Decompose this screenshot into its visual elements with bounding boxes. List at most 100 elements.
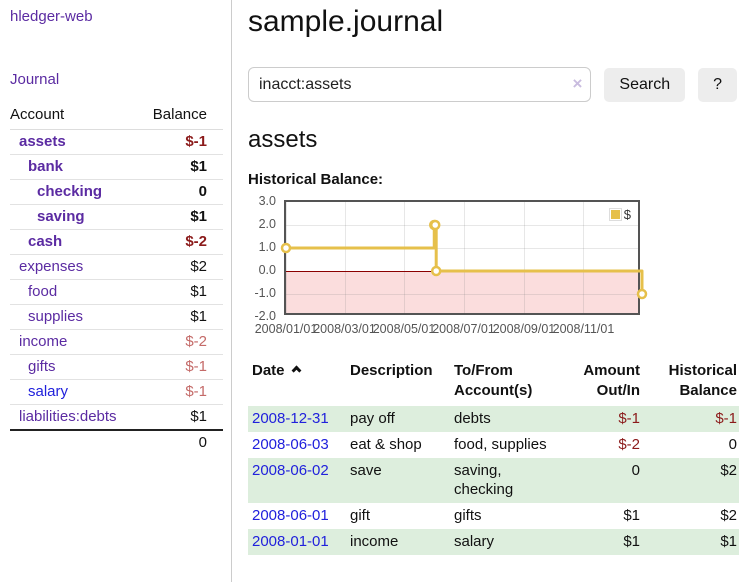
account-row: expenses $2 [10, 254, 223, 280]
sidebar-nav: Journal [10, 71, 223, 88]
account-row: checking 0 [10, 179, 223, 205]
txn-description: pay off [346, 406, 450, 432]
gridline [404, 202, 406, 313]
x-tick-label: 2008/09/01 [492, 322, 556, 336]
account-link[interactable]: bank [28, 158, 64, 175]
account-name-cell: expenses [10, 254, 139, 280]
legend-swatch-icon [608, 208, 622, 221]
account-row: bank $1 [10, 154, 223, 180]
data-point [280, 242, 292, 254]
txn-date-cell: 2008-01-01 [248, 529, 346, 555]
account-link[interactable]: salary [28, 383, 69, 400]
account-row: saving $1 [10, 204, 223, 230]
data-point [430, 265, 442, 277]
page-title: sample.journal [248, 5, 444, 38]
chart-x-axis: 2008/01/01 2008/03/01 2008/05/01 2008/07/01… [255, 322, 642, 340]
account-link[interactable]: supplies [28, 308, 84, 325]
txn-date-link[interactable]: 2008-06-01 [252, 507, 329, 524]
txn-date-link[interactable]: 2008-12-31 [252, 410, 329, 427]
chart-plot-area[interactable]: $ [280, 200, 648, 315]
accounts-total-row: 0 [10, 429, 223, 455]
account-balance: $-1 [138, 379, 223, 405]
txn-balance: $1 [642, 529, 739, 555]
clear-search-icon[interactable]: × [572, 74, 583, 93]
txn-description: save [346, 458, 450, 503]
account-balance: $-1 [185, 133, 207, 150]
help-button[interactable]: ? [698, 67, 737, 102]
account-link[interactable]: cash [28, 233, 63, 250]
account-link[interactable]: checking [37, 183, 103, 200]
account-row: liabilities:debts $1 [10, 404, 223, 430]
account-balance: $1 [138, 304, 223, 330]
account-row: assets $-1 [10, 130, 223, 155]
balance-line-series [280, 219, 648, 300]
txn-accounts: debts [450, 406, 552, 432]
sidebar: hledger-web Journal Account Balance asse… [0, 0, 232, 582]
account-name-cell: food [10, 279, 139, 305]
account-name-cell: cash [10, 229, 139, 255]
account-row: cash $-2 [10, 229, 223, 255]
txn-date-link[interactable]: 2008-06-02 [252, 462, 329, 479]
account-link[interactable]: saving [37, 208, 85, 225]
account-link[interactable]: liabilities:debts [19, 408, 117, 425]
txn-amount: $1 [552, 529, 642, 555]
account-balance: $1 [138, 154, 223, 180]
account-heading: assets [248, 126, 318, 153]
negative-value-region [286, 271, 638, 313]
txn-date-link[interactable]: 2008-01-01 [252, 533, 329, 550]
x-tick-label: 2008/05/01 [372, 322, 436, 336]
gridline [286, 225, 638, 226]
accounts-table: Account Balance assets $-1 bank $1 check… [10, 103, 223, 455]
y-tick-label: -2.0 [254, 309, 276, 323]
x-tick-label: 2008/03/01 [313, 322, 376, 336]
search-input[interactable] [248, 67, 592, 102]
account-link[interactable]: expenses [19, 258, 84, 275]
txn-amount: 0 [552, 458, 642, 503]
gridline [286, 294, 638, 295]
txn-amount: $-2 [618, 436, 640, 453]
col-date[interactable]: Date [248, 359, 346, 406]
account-name-cell: salary [10, 379, 139, 405]
txn-date-cell: 2008-06-01 [248, 503, 346, 529]
main-content: sample.journal × Search ? assets Histori… [233, 0, 742, 582]
txn-balance: $2 [642, 458, 739, 503]
y-tick-label: 1.0 [258, 240, 276, 254]
txn-date-link[interactable]: 2008-06-03 [252, 436, 329, 453]
chart-legend: $ [607, 206, 633, 223]
account-name-cell: saving [10, 204, 139, 230]
y-tick-label: 2.0 [258, 217, 276, 231]
txn-date-cell: 2008-06-02 [248, 458, 346, 503]
account-link[interactable]: income [19, 333, 68, 350]
x-tick-label: 2008/11/01 [552, 322, 615, 336]
txn-accounts: salary [450, 529, 552, 555]
col-accounts: To/From Account(s) [454, 362, 533, 399]
txn-balance: 0 [728, 436, 737, 453]
account-name-cell: supplies [10, 304, 139, 330]
accounts-total-value: 0 [138, 429, 223, 455]
account-link[interactable]: food [28, 283, 58, 300]
search-bar: × Search ? [248, 67, 737, 102]
register-row: 2008-06-03 eat & shop food, supplies $-2… [248, 432, 739, 458]
account-name-cell: checking [10, 179, 139, 205]
gridline [523, 202, 525, 313]
search-button[interactable]: Search [604, 67, 686, 102]
account-link[interactable]: assets [19, 133, 66, 150]
register-row: 2008-06-01 gift gifts $1 $2 [248, 503, 739, 529]
chart-y-axis: 3.0 2.0 1.0 0.0 -1.0 -2.0 [248, 194, 278, 323]
accounts-table-body: assets $-1 bank $1 checking 0 saving $1 … [10, 130, 223, 430]
txn-amount: $-1 [552, 406, 642, 432]
gridline [286, 202, 287, 313]
account-link[interactable]: gifts [28, 358, 56, 375]
account-row: food $1 [10, 279, 223, 305]
gridline [583, 202, 585, 313]
brand-link[interactable]: hledger-web [10, 8, 93, 25]
register-table: Date Description To/From Account(s) Amou… [248, 359, 739, 555]
account-balance: $-2 [138, 229, 223, 255]
account-name-cell: gifts [10, 354, 139, 380]
chart-title: Historical Balance: [248, 171, 384, 188]
account-name-cell: assets [10, 130, 138, 155]
accounts-header-row: Account Balance [10, 103, 223, 130]
sidebar-item-journal[interactable]: Journal [10, 71, 60, 88]
account-row: salary $-1 [10, 379, 223, 405]
account-balance: $-2 [138, 329, 223, 355]
